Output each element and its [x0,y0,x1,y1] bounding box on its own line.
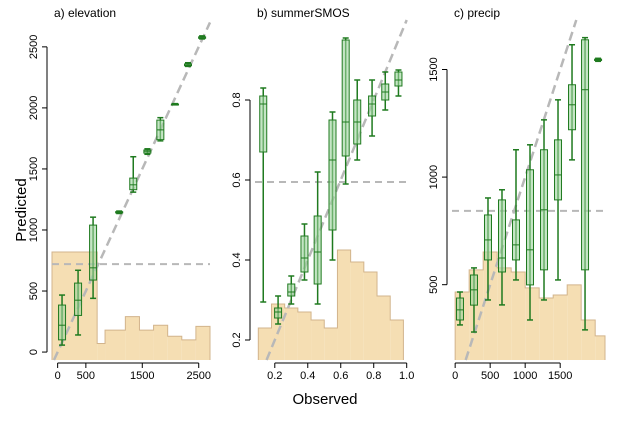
box [483,214,492,261]
hist-bar [363,272,378,360]
hist-bar [181,339,196,360]
box [274,307,283,319]
box [300,235,309,273]
hist-bar [153,325,168,360]
hist-bar [311,320,325,360]
y-tick-label: 0.4 [231,252,243,267]
box [313,215,322,285]
x-axis-label: Observed [292,391,357,408]
box [341,39,350,157]
y-tick-label: 0.2 [231,332,243,347]
hist-bar [350,262,364,360]
panel-title: b) summerSMOS [257,6,350,20]
x-tick-label: 0.8 [366,370,381,382]
box [89,224,98,281]
hist-bar [525,287,540,360]
hist-bar [483,251,498,360]
hist-bar [195,326,210,360]
hist-bar [337,250,351,360]
y-tick-label: 2500 [28,35,40,59]
y-axis-label: Predicted [13,178,30,241]
y-tick-label: 500 [428,276,440,294]
hist-bar [511,271,526,360]
box [526,169,535,286]
box [568,84,577,131]
hist-outline [454,251,606,360]
x-tick-label: 0.6 [333,370,348,382]
hist-bar [497,267,512,360]
x-tick-label: 1500 [548,370,572,382]
x-tick-label: 0 [452,370,458,382]
box [287,283,296,297]
box [394,71,403,87]
y-tick-label: 2000 [28,96,40,120]
hist-bar [595,335,605,360]
hist-bar [105,330,126,360]
box [58,304,67,341]
hist-bar [539,298,554,360]
box [74,282,83,316]
x-tick-label: 1.0 [399,370,414,382]
hist-bar [297,312,312,360]
x-tick-label: 1000 [513,370,537,382]
panel-title: c) precip [454,6,500,20]
y-tick-label: 1500 [428,57,440,81]
box [368,95,377,117]
hist-bar [567,284,582,360]
x-tick-label: 0.2 [267,370,282,382]
y-tick-label: 0.6 [231,172,243,187]
hist-bar [167,336,182,360]
y-tick-label: 0.8 [231,92,243,107]
hist-bar [125,316,140,360]
x-tick-label: 500 [481,370,499,382]
y-tick-label: 500 [28,282,40,300]
hist-bar [284,308,298,360]
x-tick-label: 500 [77,370,95,382]
hist-bar [258,328,272,360]
hist-outline [257,249,404,360]
box [512,219,521,261]
hist-bar [377,296,391,360]
x-tick-label: 1500 [130,370,154,382]
panel-title: a) elevation [54,6,116,20]
hist-bar [581,319,596,360]
box [581,39,590,271]
hist-bar [97,343,106,360]
box [129,177,138,191]
box [455,297,464,321]
one-to-one-line [464,19,578,361]
y-tick-label: 0 [28,349,40,355]
x-tick-label: 0 [55,370,61,382]
hist-bar [139,330,154,360]
hist-bar [390,320,404,360]
x-tick-label: 0.4 [300,370,315,382]
x-tick-label: 2500 [186,370,210,382]
box [554,139,563,201]
box [328,119,337,231]
hist-outline [51,251,211,360]
y-tick-label: 1000 [428,165,440,189]
box [259,95,268,153]
y-tick-label: 1500 [28,157,40,181]
hist-bar [553,295,568,360]
hist-bar [324,328,338,360]
box [497,199,506,273]
y-tick-label: 1000 [28,218,40,242]
